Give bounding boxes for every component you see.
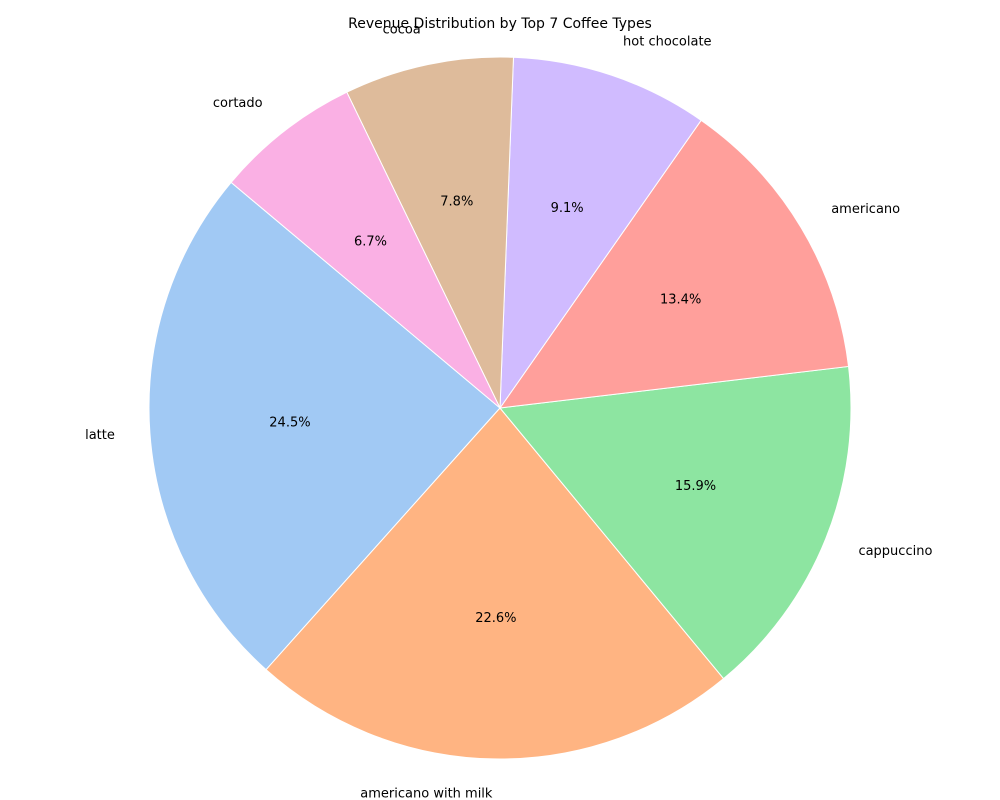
pie-slice-hot-chocolate [499, 56, 702, 410]
pie-slice-cappuccino [499, 365, 852, 680]
pct-label-hot-chocolate: 9.1% [551, 201, 584, 216]
slice-label-cappuccino: cappuccino [858, 544, 932, 559]
pct-label-latte: 24.5% [269, 416, 310, 431]
slice-label-hot-chocolate: hot chocolate [623, 35, 712, 50]
pct-label-americano-with-milk: 22.6% [475, 611, 516, 626]
chart-title: Revenue Distribution by Top 7 Coffee Typ… [348, 16, 652, 32]
pct-label-cocoa: 7.8% [440, 194, 473, 209]
pct-label-americano: 13.4% [660, 292, 701, 307]
slice-label-americano-with-milk: americano with milk [360, 787, 493, 800]
pct-label-cortado: 6.7% [354, 234, 387, 249]
pie-slice-cortado [230, 91, 501, 409]
slice-label-cortado: cortado [213, 96, 263, 111]
pie-slices [148, 56, 852, 760]
slice-label-latte: latte [85, 428, 115, 443]
pct-label-cappuccino: 15.9% [675, 479, 716, 494]
pie-slice-americano-with-milk [265, 407, 725, 760]
pie-labels: 24.5% latte 22.6% americano with milk 15.9% c… [85, 23, 932, 800]
slice-label-cocoa: cocoa [383, 23, 421, 38]
pie-slice-cocoa [346, 56, 514, 409]
pie-slice-latte [148, 181, 501, 671]
pie-slice-americano [498, 119, 850, 409]
slice-label-americano: americano [831, 202, 900, 217]
